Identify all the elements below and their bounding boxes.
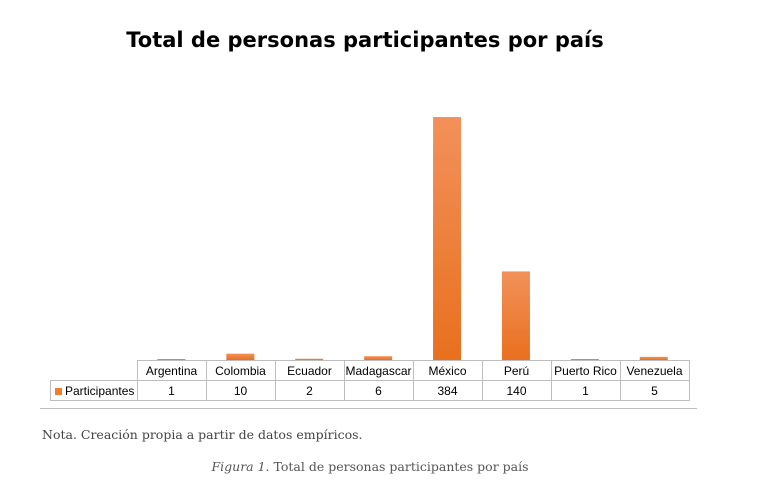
- bar-puerto-rico: [570, 359, 599, 360]
- category-label: Puerto Rico: [550, 360, 621, 381]
- bar-argentina: [157, 359, 186, 360]
- data-table: Argentina Colombia Ecuador Madagascar México…: [50, 360, 690, 401]
- legend-cell: Participantes: [50, 380, 138, 401]
- legend-swatch: [55, 387, 62, 395]
- data-label: 6: [343, 380, 414, 401]
- category-label: México: [412, 360, 483, 381]
- bar-colombia: [226, 353, 255, 360]
- data-label: 5: [619, 380, 690, 401]
- data-label: 1: [136, 380, 207, 401]
- bar-perú: [501, 271, 530, 360]
- bar-ecuador: [295, 358, 324, 360]
- divider: [40, 408, 697, 409]
- category-label: Venezuela: [619, 360, 690, 381]
- figure-caption: Figura 1. Total de personas participante…: [0, 459, 740, 474]
- legend-label: Participantes: [65, 383, 135, 398]
- category-label: Ecuador: [274, 360, 345, 381]
- category-label: Colombia: [205, 360, 276, 381]
- data-label: 384: [412, 380, 483, 401]
- data-label: 10: [205, 380, 276, 401]
- data-label: 140: [481, 380, 552, 401]
- data-label: 2: [274, 380, 345, 401]
- note: Nota. Creación propia a partir de datos …: [42, 427, 363, 442]
- bar-venezuela: [639, 356, 668, 360]
- category-label: Perú: [481, 360, 552, 381]
- data-label: 1: [550, 380, 621, 401]
- caption-label: Figura 1.: [211, 459, 270, 474]
- category-label: Madagascar: [343, 360, 414, 381]
- blank-cell: [50, 360, 138, 381]
- category-label: Argentina: [136, 360, 207, 381]
- chart-title: Total de personas participantes por país: [126, 28, 604, 52]
- bar-madagascar: [364, 356, 393, 360]
- bar-méxico: [433, 117, 462, 360]
- caption-text: Total de personas participantes por país: [269, 459, 529, 474]
